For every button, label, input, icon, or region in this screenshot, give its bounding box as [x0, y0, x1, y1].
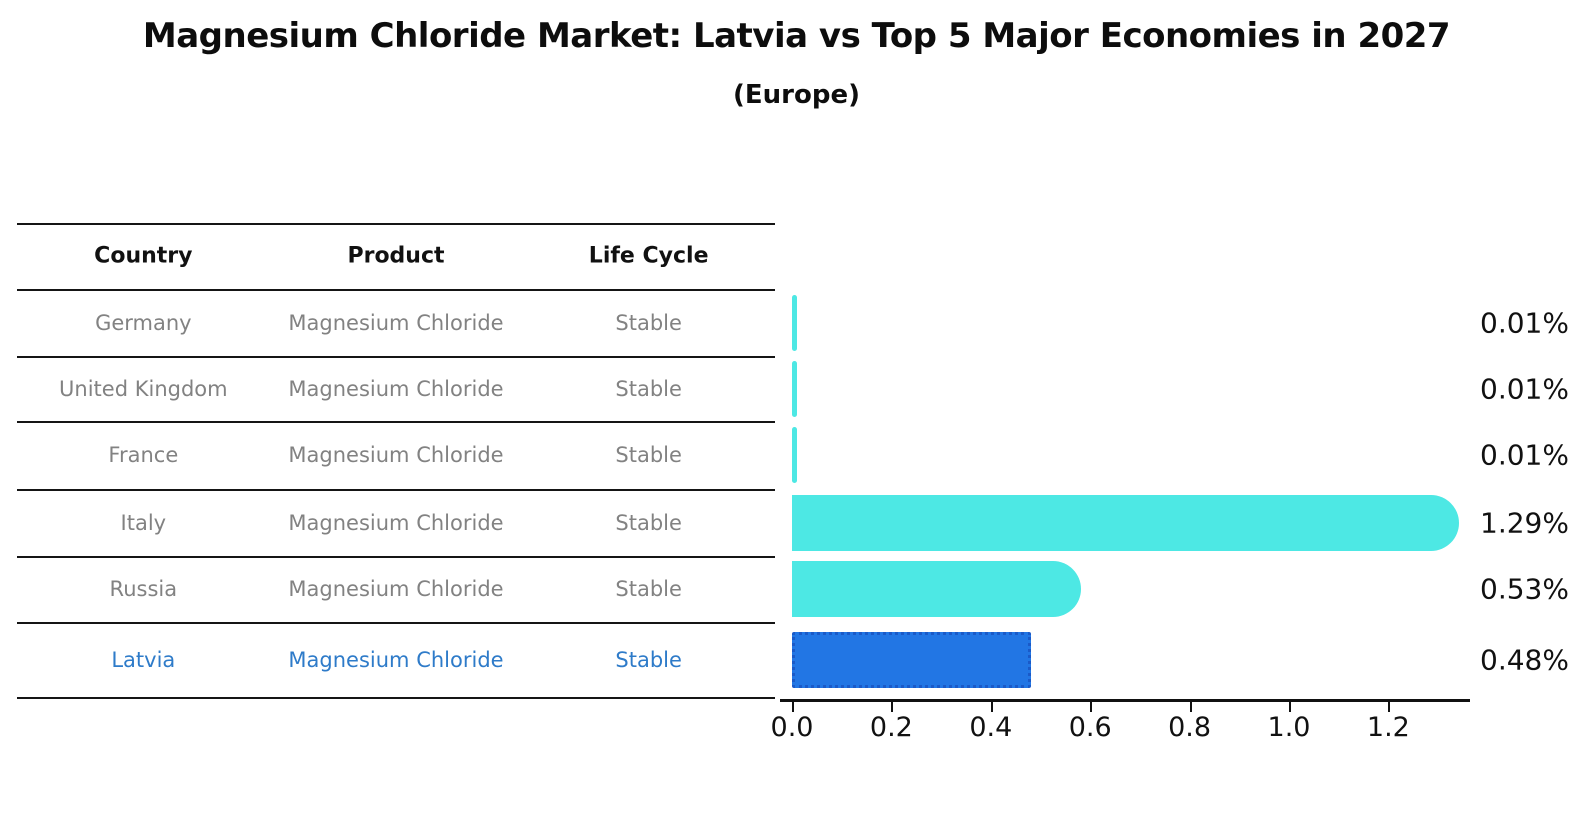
value-label-germany: 0.01% — [1480, 306, 1569, 339]
table-rule — [17, 356, 775, 358]
table-rule — [17, 421, 775, 423]
bar-united-kingdom — [792, 360, 797, 417]
cell-life-cycle: Stable — [615, 647, 682, 672]
x-tick-label: 1.0 — [1267, 712, 1311, 743]
cell-life-cycle: Stable — [615, 577, 682, 601]
cell-country: Latvia — [111, 647, 176, 672]
cell-product: Magnesium Chloride — [288, 577, 504, 601]
cell-product: Magnesium Chloride — [288, 647, 504, 672]
cell-product: Magnesium Chloride — [288, 510, 504, 535]
x-tick-label: 0.4 — [969, 712, 1013, 743]
x-tick — [1289, 702, 1291, 712]
value-label-france: 0.01% — [1480, 438, 1569, 472]
value-label-italy: 1.29% — [1480, 506, 1569, 539]
value-label-united-kingdom: 0.01% — [1480, 372, 1569, 405]
x-tick — [1090, 702, 1093, 712]
cell-country: Russia — [109, 577, 178, 601]
cell-country: Germany — [95, 310, 192, 335]
bar-germany — [792, 294, 797, 351]
value-label-russia: 0.53% — [1480, 572, 1569, 606]
cell-country: United Kingdom — [59, 376, 228, 401]
bar-italy — [792, 494, 1460, 551]
column-header-country: Country — [94, 243, 193, 269]
table-rule — [17, 622, 775, 624]
cell-product: Magnesium Chloride — [288, 443, 504, 467]
table-rule — [17, 489, 775, 491]
page-subtitle: (Europe) — [733, 80, 860, 110]
cell-country: France — [108, 443, 179, 467]
table-rule — [17, 289, 775, 291]
x-tick-label: 0.2 — [869, 712, 913, 743]
cell-country: Italy — [120, 510, 167, 535]
table-rule — [17, 223, 775, 225]
x-tick — [792, 702, 794, 712]
column-header-life-cycle: Life Cycle — [588, 243, 709, 269]
bar-france — [792, 427, 797, 483]
x-tick-label: 0.0 — [770, 712, 814, 743]
table-rule — [17, 697, 775, 699]
cell-product: Magnesium Chloride — [288, 310, 504, 335]
cell-product: Magnesium Chloride — [288, 376, 504, 401]
bar-russia — [792, 561, 1082, 617]
x-tick — [1189, 702, 1192, 712]
cell-life-cycle: Stable — [615, 510, 682, 535]
x-tick-label: 0.8 — [1168, 712, 1212, 743]
cell-life-cycle: Stable — [615, 443, 682, 467]
cell-life-cycle: Stable — [615, 376, 682, 401]
bar-latvia — [792, 631, 1031, 688]
x-tick-label: 1.2 — [1366, 712, 1410, 743]
x-tick — [1388, 702, 1391, 712]
x-axis-line — [780, 699, 1470, 702]
cell-life-cycle: Stable — [615, 310, 682, 335]
x-tick — [990, 702, 993, 712]
x-tick-label: 0.6 — [1068, 712, 1112, 743]
x-tick — [891, 702, 894, 712]
value-label-latvia: 0.48% — [1480, 643, 1569, 676]
table-rule — [17, 556, 775, 558]
column-header-product: Product — [347, 243, 445, 269]
page-title: Magnesium Chloride Market: Latvia vs Top… — [142, 16, 1451, 56]
